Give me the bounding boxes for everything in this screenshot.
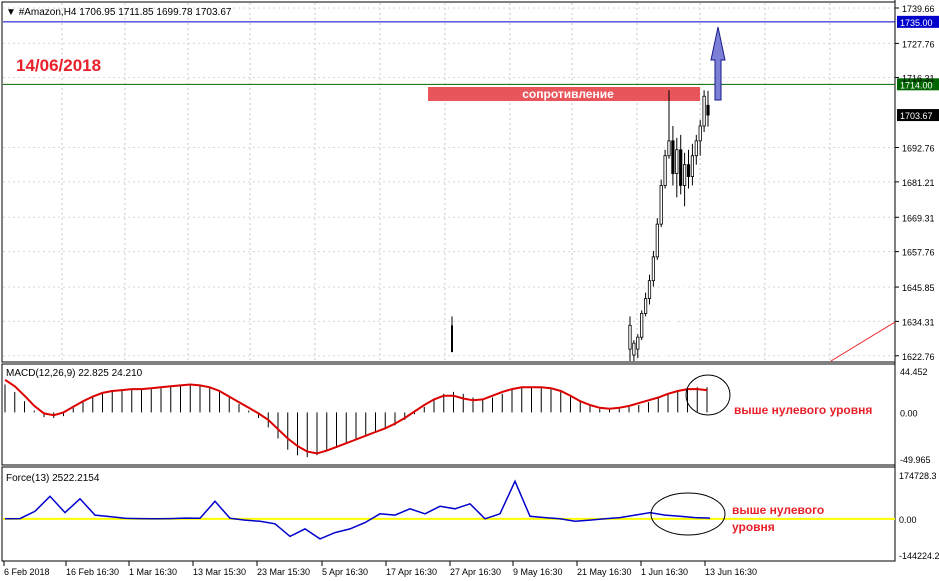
candle-body (451, 325, 453, 353)
candle-body (683, 164, 687, 186)
candle-body (659, 185, 663, 225)
force-note-line-2: уровня (732, 520, 775, 534)
price-tick-label: 1669.31 (902, 213, 935, 223)
candle-body (651, 256, 656, 282)
candle-body (655, 223, 659, 258)
resistance-zone (428, 87, 700, 101)
grid-lines (3, 3, 894, 361)
candle-body (632, 342, 636, 356)
time-tick-label: 17 Apr 16:30 (386, 567, 437, 577)
macd-pane[interactable] (1, 363, 896, 466)
macd-signal-line (4, 378, 708, 455)
candle-body (671, 140, 675, 174)
price-tick-label: 1692.76 (902, 144, 935, 154)
candle-body (698, 125, 702, 142)
price-tick-label: 1716.31 (902, 73, 935, 83)
time-axis: 6 Feb 2018 16 Feb 16:30 1 Mar 16:30 13 Mar … (3, 561, 757, 577)
candle-body (647, 280, 652, 299)
level-price-box (897, 109, 939, 122)
force-line (4, 479, 711, 540)
time-tick-label: 6 Feb 2018 (4, 567, 50, 577)
force-pane[interactable] (1, 466, 896, 562)
level-price-box (897, 15, 939, 28)
time-tick-label: 13 Jun 16:30 (705, 567, 757, 577)
candle-body (679, 149, 683, 186)
time-tick-label: 5 Apr 16:30 (322, 567, 368, 577)
time-tick-label: 23 Mar 15:30 (257, 567, 310, 577)
time-tick-label: 27 Apr 16:30 (450, 567, 501, 577)
macd-label: MACD(12,26,9) 22.825 24.210 (6, 368, 143, 379)
horizontal-levels[interactable] (3, 21, 895, 85)
candle-body (640, 312, 644, 338)
force-tick-label: 174728.3 (899, 471, 937, 481)
candle-body (644, 298, 648, 314)
time-tick-label: 1 Mar 16:30 (129, 567, 177, 577)
level-price-label: 1714.00 (900, 80, 933, 90)
price-tick-label: 1681.21 (902, 178, 935, 188)
candle-body (690, 155, 695, 177)
price-tick-label: 1739.66 (902, 4, 935, 14)
candle-body (702, 95, 706, 127)
price-tick-label: 1657.76 (902, 248, 935, 258)
level-price-label: 1703.67 (900, 111, 933, 121)
candles (451, 90, 710, 361)
level-price-box (897, 78, 939, 91)
macd-note: выше нулевого уровня (734, 403, 872, 417)
price-tick-label: 1727.76 (902, 39, 935, 49)
time-tick-label: 1 Jun 16:30 (641, 567, 688, 577)
price-tick-label: 1634.31 (902, 317, 935, 327)
time-tick-label: 16 Feb 16:30 (66, 567, 119, 577)
time-tick-label: 13 Mar 15:30 (193, 567, 246, 577)
up-arrow-icon (710, 26, 726, 101)
macd-tick-label: 44.452 (900, 367, 928, 377)
force-label: Force(13) 2522.2154 (6, 473, 100, 484)
price-axis: 1735.00 1714.00 1703.67 1739.66 1727.76 1716.… (895, 4, 939, 362)
price-tick-label: 1622.76 (902, 352, 935, 362)
candle-body (694, 140, 698, 157)
resistance-label: сопротивление (522, 87, 614, 101)
time-tick-label: 21 May 16:30 (577, 567, 632, 577)
macd-tick-label: -49.965 (900, 455, 931, 465)
macd-axis: 44.452 0.00 -49.965 (900, 367, 931, 465)
date-annotation: 14/06/2018 (16, 56, 101, 75)
chart-title: ▼ #Amazon,H4 1706.95 1711.85 1699.78 170… (6, 7, 232, 18)
candle-body (628, 324, 632, 350)
trend-line-white[interactable] (661, 203, 712, 361)
candle-body (663, 155, 667, 186)
force-axis: 174728.3 0.00 -144224.2 (899, 471, 939, 561)
force-highlight-circle (650, 492, 726, 536)
macd-tick-label: 0.00 (900, 408, 918, 418)
candle-body (636, 336, 640, 350)
force-note-line-1: выше нулевого (732, 503, 824, 517)
candle-body (667, 140, 671, 157)
force-tick-label: -144224.2 (899, 551, 939, 561)
macd-highlight-circle (685, 374, 731, 416)
time-tick-label: 9 May 16:30 (513, 567, 563, 577)
force-tick-label: 0.00 (899, 515, 917, 525)
level-price-label: 1735.00 (900, 18, 933, 28)
candle-body (686, 164, 691, 177)
price-tick-label: 1645.85 (902, 283, 935, 293)
trend-line-red[interactable] (830, 321, 896, 362)
candle-body (675, 149, 679, 174)
candle-body (706, 104, 710, 116)
